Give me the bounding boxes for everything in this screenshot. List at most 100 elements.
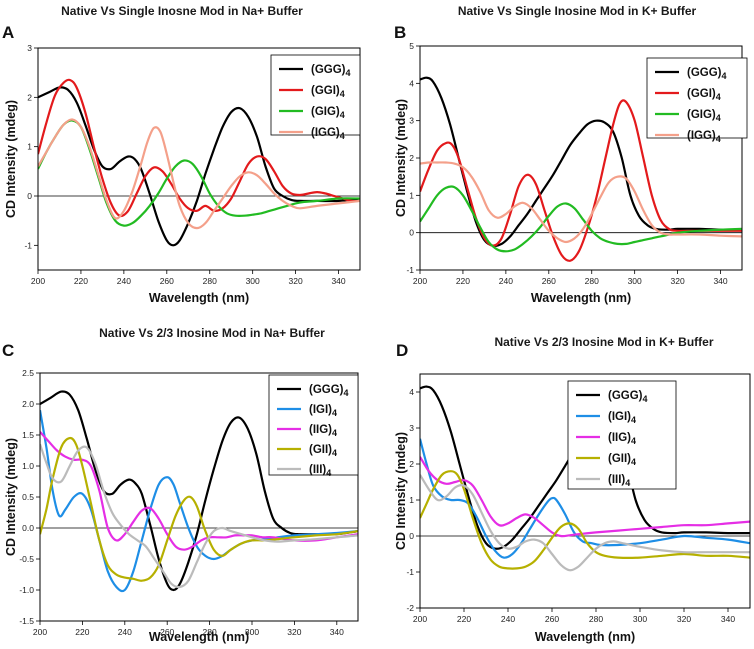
x-tick-label: 340: [331, 276, 345, 286]
legend-entry: (GGI)4: [687, 88, 721, 102]
legend-box: [268, 374, 359, 476]
x-axis-label: Wavelength (nm): [149, 630, 249, 644]
y-tick-label: 1: [409, 190, 414, 200]
x-tick-label: 300: [633, 614, 647, 624]
x-tick-label: 300: [628, 276, 642, 286]
x-tick-label: 280: [203, 276, 217, 286]
legend-entry: (IIG)4: [608, 432, 636, 446]
x-tick-label: 340: [330, 627, 344, 637]
panel-d: D Native Vs 2/3 Inosine Mod in K+ Buffer 2…: [394, 335, 751, 644]
x-tick-label: 280: [585, 276, 599, 286]
series-line: [40, 390, 358, 592]
x-tick-label: 300: [246, 276, 260, 286]
x-axis-label: Wavelength (nm): [149, 291, 249, 305]
legend-entry: (IIG)4: [309, 424, 337, 438]
legend-entry: (GGG)4: [309, 384, 349, 398]
x-tick-label: 240: [118, 627, 132, 637]
y-tick-label: 0: [27, 191, 32, 201]
legend-box: [567, 380, 677, 490]
panel-a: A Native Vs Single Inosne Mod in Na+ Buff…: [2, 4, 361, 305]
plot-frame: [419, 373, 751, 609]
y-tick-label: 2.0: [22, 399, 34, 409]
x-axis-label: Wavelength (nm): [535, 630, 635, 644]
chart-title: Native Vs Single Inosine Mod in K+ Buffe…: [458, 4, 697, 18]
y-tick-label: 2.5: [22, 368, 34, 378]
y-tick-label: -1: [24, 240, 32, 250]
panel-b: B Native Vs Single Inosine Mod in K+ Buff…: [394, 4, 748, 305]
x-tick-label: 240: [117, 276, 131, 286]
y-axis-label: CD Intensity (mdeg): [394, 432, 408, 550]
series-line: [40, 431, 358, 551]
legend-entry: (GIG)4: [311, 106, 345, 120]
x-tick-label: 320: [671, 276, 685, 286]
y-tick-label: 0.5: [22, 492, 34, 502]
series-line: [38, 86, 360, 247]
y-axis-label: CD Intensity (mdeg): [4, 100, 18, 218]
series-group: [420, 385, 750, 572]
legend-entry: (GGI)4: [311, 85, 345, 99]
y-tick-label: 0: [409, 531, 414, 541]
plot-frame: [37, 47, 361, 271]
x-axis-label: Wavelength (nm): [531, 291, 631, 305]
y-tick-label: -1: [406, 567, 414, 577]
series-line: [420, 438, 750, 559]
legend-entry: (IGI)4: [309, 404, 337, 418]
x-tick-label: 280: [203, 627, 217, 637]
y-tick-label: 1.5: [22, 430, 34, 440]
series-line: [420, 99, 742, 262]
y-tick-label: 2: [409, 153, 414, 163]
series-group: [420, 76, 742, 262]
legend-entry: (GII)4: [309, 444, 337, 458]
series-group: [40, 390, 358, 593]
x-tick-label: 320: [677, 614, 691, 624]
y-tick-label: 1: [27, 142, 32, 152]
y-tick-label: 3: [27, 43, 32, 53]
y-tick-label: -1: [406, 265, 414, 275]
x-tick-label: 220: [74, 276, 88, 286]
legend-entry: (GGG)4: [608, 390, 648, 404]
x-tick-label: 220: [457, 614, 471, 624]
y-tick-label: 0: [409, 228, 414, 238]
series-line: [420, 474, 750, 572]
x-tick-label: 280: [589, 614, 603, 624]
series-line: [38, 78, 360, 218]
series-line: [420, 470, 750, 570]
y-tick-label: 4: [409, 387, 414, 397]
panel-letter: D: [396, 341, 408, 360]
x-tick-label: 200: [31, 276, 45, 286]
y-tick-label: 2: [27, 92, 32, 102]
x-tick-label: 300: [245, 627, 259, 637]
legend-entry: (GIG)4: [687, 109, 721, 123]
legend-entry: (IGG)4: [311, 127, 345, 141]
x-tick-label: 320: [289, 276, 303, 286]
panel-c: C Native Vs 2/3 Inosine Mod in Na+ Buffer…: [2, 326, 359, 644]
x-tick-label: 260: [542, 276, 556, 286]
series-group: [38, 78, 360, 247]
series-line: [420, 161, 742, 244]
y-axis-label: CD Intensity (mdeg): [394, 99, 408, 217]
chart-title: Native Vs Single Inosne Mod in Na+ Buffe…: [61, 4, 303, 18]
legend-entry: (III)4: [309, 464, 331, 478]
chart-title: Native Vs 2/3 Inosine Mod in K+ Buffer: [494, 335, 713, 349]
legend-entry: (IGI)4: [608, 411, 636, 425]
x-tick-label: 200: [413, 614, 427, 624]
y-tick-label: 1: [409, 495, 414, 505]
x-tick-label: 240: [501, 614, 515, 624]
y-tick-label: -1.0: [19, 585, 34, 595]
y-tick-label: 5: [409, 41, 414, 51]
y-tick-label: 1.0: [22, 461, 34, 471]
y-tick-label: 3: [409, 423, 414, 433]
chart-title: Native Vs 2/3 Inosine Mod in Na+ Buffer: [99, 326, 325, 340]
x-tick-label: 340: [721, 614, 735, 624]
y-tick-label: 0.0: [22, 523, 34, 533]
series-line: [38, 118, 360, 230]
x-tick-label: 260: [545, 614, 559, 624]
y-tick-label: 3: [409, 116, 414, 126]
x-tick-label: 200: [413, 276, 427, 286]
y-axis-label: CD Intensity (mdeg): [4, 438, 18, 556]
x-tick-label: 240: [499, 276, 513, 286]
legend-entry: (GGG)4: [311, 64, 351, 78]
y-tick-label: -1.5: [19, 616, 34, 626]
y-tick-label: 2: [409, 459, 414, 469]
